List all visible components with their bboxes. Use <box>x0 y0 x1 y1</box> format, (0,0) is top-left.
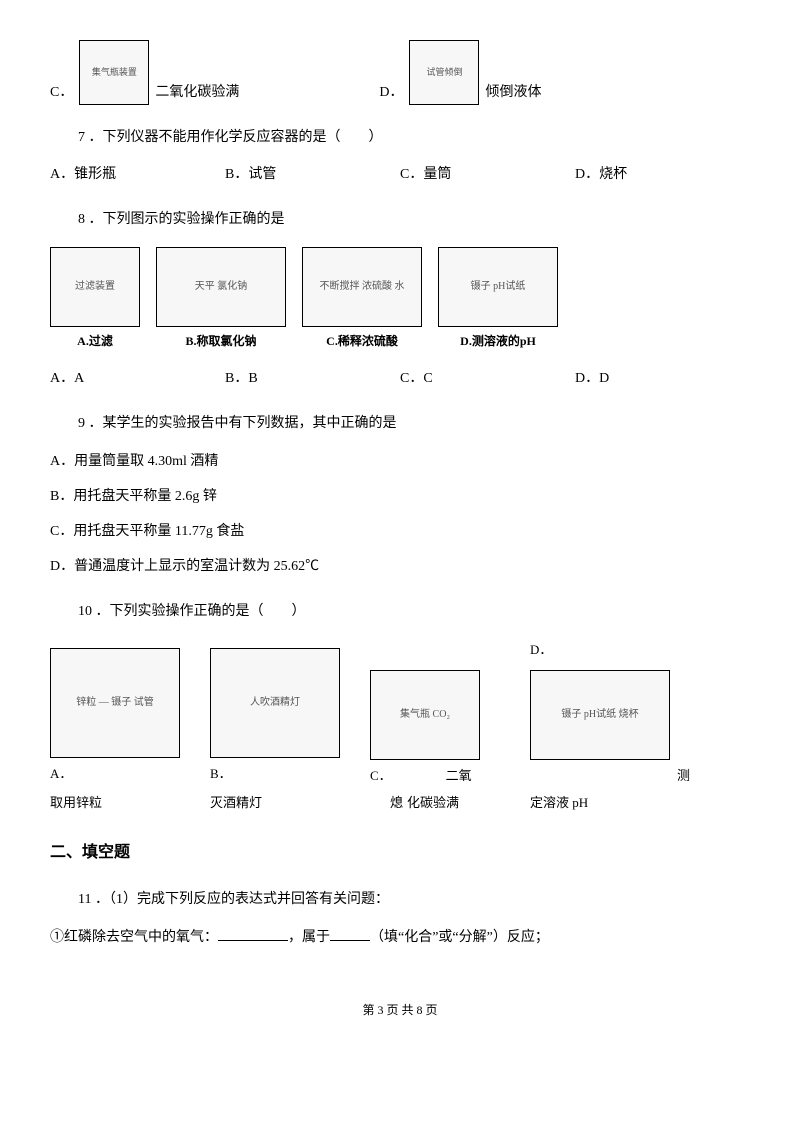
q9-option-a: A．用量筒量取 4.30ml 酒精 <box>50 449 750 474</box>
option-c-prefix: C． <box>50 80 73 105</box>
q10-d-text2: 定溶液 pH <box>530 791 588 814</box>
q10-stem: 10 ．下列实验操作正确的是（ ） <box>50 599 750 624</box>
question-8: 8 ．下列图示的实验操作正确的是 过滤装置 A.过滤 天平 氯化钠 B.称取氯化… <box>50 207 750 391</box>
q10-diagram-b: 人吹酒精灯 <box>210 648 340 758</box>
prev-option-d: D． 试管倾倒 倾倒液体 <box>379 40 541 105</box>
q10-d-text1: 测 <box>677 764 690 787</box>
q8-diagram-b: 天平 氯化钠 <box>156 247 286 327</box>
q10-c-text3: 熄 <box>390 791 403 814</box>
q11-line1-a: ①红磷除去空气中的氧气： <box>50 930 218 945</box>
q11-blank1 <box>218 940 288 941</box>
q8-diagram-a: 过滤装置 <box>50 247 140 327</box>
question-7: 7 ．下列仪器不能用作化学反应容器的是（ ） A．锥形瓶 B．试管 C．量筒 D… <box>50 125 750 187</box>
q7-option-a: A．锥形瓶 <box>50 162 225 187</box>
q10-diagram-c: 集气瓶 CO₂ <box>370 670 480 760</box>
page-footer: 第 3 页 共 8 页 <box>50 1000 750 1022</box>
question-9: 9 ．某学生的实验报告中有下列数据，其中正确的是 A．用量筒量取 4.30ml … <box>50 411 750 579</box>
q7-stem: 7 ．下列仪器不能用作化学反应容器的是（ ） <box>50 125 750 150</box>
q8-option-d: D．D <box>575 366 750 391</box>
q8-caption-b: B.称取氯化钠 <box>185 331 256 353</box>
q10-b-prefix: B． <box>210 766 232 781</box>
q8-option-c: C．C <box>400 366 575 391</box>
diagram-pour: 试管倾倒 <box>409 40 479 105</box>
question-11: 11 ．（1）完成下列反应的表达式并回答有关问题： ①红磷除去空气中的氧气： ，属… <box>50 887 750 949</box>
question-10: 10 ．下列实验操作正确的是（ ） 锌粒 — 镊子 试管 A． 取用锌粒 人吹酒… <box>50 599 750 814</box>
q10-a-prefix: A． <box>50 766 72 781</box>
q7-option-c: C．量筒 <box>400 162 575 187</box>
q11-line1: ①红磷除去空气中的氧气： ，属于 （填“化合”或“分解”）反应； <box>50 925 750 950</box>
q10-c-text2: 化碳验满 <box>407 791 459 814</box>
q11-line1-b: ，属于 <box>288 930 330 945</box>
q10-c-text1: 二氧 <box>446 764 472 787</box>
q8-diagram-d: 镊子 pH试纸 <box>438 247 558 327</box>
q8-caption-c: C.稀释浓硫酸 <box>326 331 398 353</box>
q8-caption-d: D.测溶液的pH <box>460 331 536 353</box>
diagram-co2-full: 集气瓶装置 <box>79 40 149 105</box>
option-d-caption: 倾倒液体 <box>485 80 541 105</box>
q10-a-text: 取用锌粒 <box>50 791 102 814</box>
section-2-title: 二、填空题 <box>50 839 750 868</box>
q10-diagram-d: 镊子 pH试纸 烧杯 <box>530 670 670 760</box>
q11-line1-c: （填“化合”或“分解”）反应； <box>370 930 549 945</box>
q8-option-b: B．B <box>225 366 400 391</box>
q10-c-prefix: C． <box>370 764 392 787</box>
q9-stem: 9 ．某学生的实验报告中有下列数据，其中正确的是 <box>50 411 750 436</box>
q10-b-text: 灭酒精灯 <box>210 791 262 814</box>
option-c-caption: 二氧化碳验满 <box>155 80 239 105</box>
q10-d-prefix: D． <box>530 638 552 661</box>
q9-option-b: B．用托盘天平称量 2.6g 锌 <box>50 484 750 509</box>
q11-blank2 <box>330 940 370 941</box>
q8-diagram-c: 不断搅拌 浓硫酸 水 <box>302 247 422 327</box>
q8-option-a: A．A <box>50 366 225 391</box>
q11-stem: 11 ．（1）完成下列反应的表达式并回答有关问题： <box>50 887 750 912</box>
q7-option-b: B．试管 <box>225 162 400 187</box>
q7-option-d: D．烧杯 <box>575 162 750 187</box>
q8-caption-a: A.过滤 <box>77 331 113 353</box>
prev-option-c: C． 集气瓶装置 二氧化碳验满 <box>50 40 239 105</box>
option-d-prefix: D． <box>379 80 403 105</box>
q9-option-c: C．用托盘天平称量 11.77g 食盐 <box>50 519 750 544</box>
q8-stem: 8 ．下列图示的实验操作正确的是 <box>50 207 750 232</box>
q9-option-d: D．普通温度计上显示的室温计数为 25.62℃ <box>50 554 750 579</box>
q10-diagram-a: 锌粒 — 镊子 试管 <box>50 648 180 758</box>
